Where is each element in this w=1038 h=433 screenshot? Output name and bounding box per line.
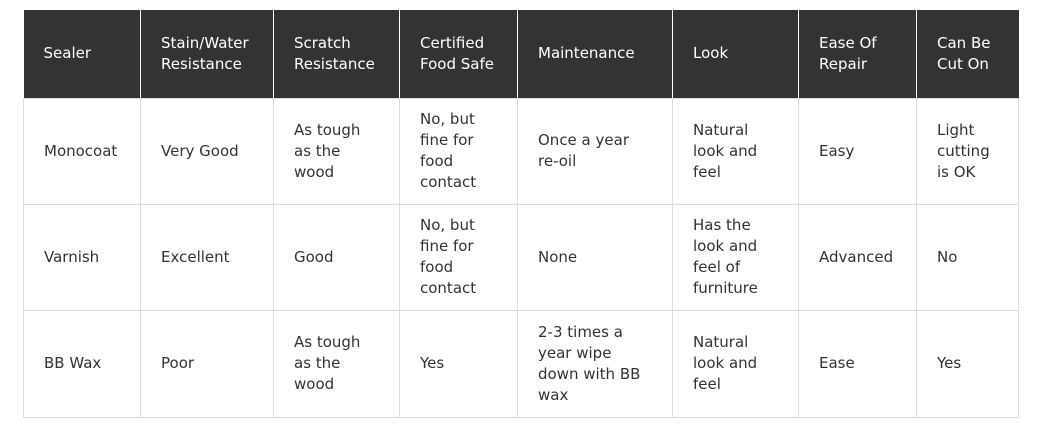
- cell-scratch-resistance: As tough as the wood: [273, 97, 400, 205]
- cell-ease-of-repair: Advanced: [798, 203, 917, 311]
- cell-maintenance: None: [517, 203, 673, 311]
- header-sealer: Sealer: [23, 10, 141, 98]
- cell-can-be-cut-on: No: [916, 203, 1019, 311]
- sealer-comparison-table: Sealer Stain/Water Resistance Scratch Re…: [23, 10, 1019, 418]
- header-ease-of-repair: Ease Of Repair: [798, 10, 917, 98]
- cell-sealer: BB Wax: [23, 309, 141, 418]
- table-row: Monocoat Very Good As tough as the wood …: [23, 97, 1019, 205]
- table-header-row: Sealer Stain/Water Resistance Scratch Re…: [23, 10, 1019, 98]
- cell-look: Natural look and feel: [672, 309, 799, 418]
- header-scratch-resistance: Scratch Resistance: [273, 10, 400, 98]
- cell-stain-water-resistance: Poor: [140, 309, 274, 418]
- cell-certified-food-safe: No, but fine for food contact: [399, 97, 518, 205]
- header-can-be-cut-on: Can Be Cut On: [916, 10, 1019, 98]
- cell-can-be-cut-on: Light cutting is OK: [916, 97, 1019, 205]
- cell-maintenance: Once a year re-oil: [517, 97, 673, 205]
- cell-sealer: Varnish: [23, 203, 141, 311]
- cell-look: Has the look and feel of furniture: [672, 203, 799, 311]
- header-stain-water-resistance: Stain/Water Resistance: [140, 10, 274, 98]
- cell-can-be-cut-on: Yes: [916, 309, 1019, 418]
- table-row: BB Wax Poor As tough as the wood Yes 2-3…: [23, 309, 1019, 418]
- cell-certified-food-safe: No, but fine for food contact: [399, 203, 518, 311]
- cell-maintenance: 2-3 times a year wipe down with BB wax: [517, 309, 673, 418]
- header-certified-food-safe: Certified Food Safe: [399, 10, 518, 98]
- header-look: Look: [672, 10, 799, 98]
- table-row: Varnish Excellent Good No, but fine for …: [23, 203, 1019, 311]
- cell-stain-water-resistance: Excellent: [140, 203, 274, 311]
- cell-certified-food-safe: Yes: [399, 309, 518, 418]
- cell-look: Natural look and feel: [672, 97, 799, 205]
- cell-scratch-resistance: As tough as the wood: [273, 309, 400, 418]
- cell-sealer: Monocoat: [23, 97, 141, 205]
- comparison-table-container: Sealer Stain/Water Resistance Scratch Re…: [23, 10, 1019, 418]
- cell-scratch-resistance: Good: [273, 203, 400, 311]
- cell-ease-of-repair: Easy: [798, 97, 917, 205]
- cell-stain-water-resistance: Very Good: [140, 97, 274, 205]
- cell-ease-of-repair: Ease: [798, 309, 917, 418]
- header-maintenance: Maintenance: [517, 10, 673, 98]
